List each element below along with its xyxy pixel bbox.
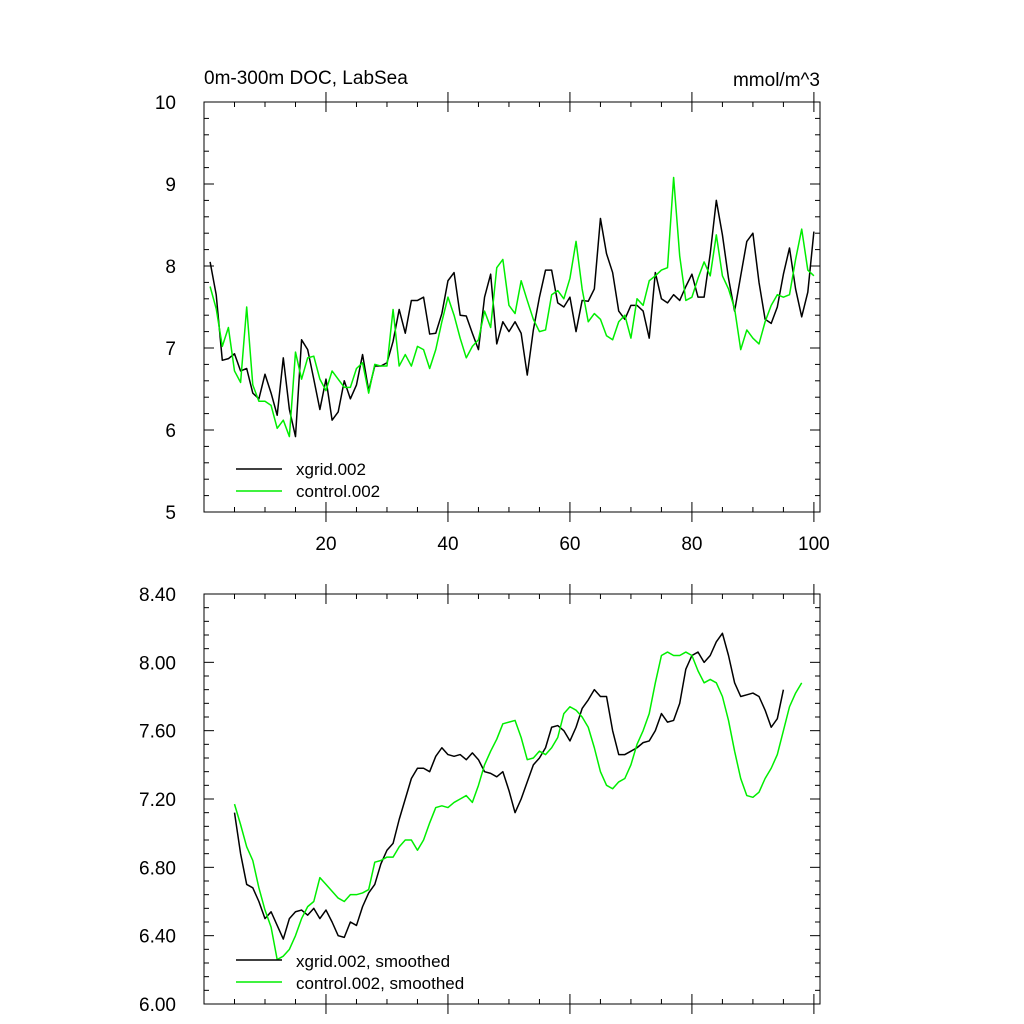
bottom-legend: xgrid.002, smoothed control.002, smoothe… <box>236 952 464 993</box>
bottom-series-layer <box>233 632 803 961</box>
top-y-tick-label: 6 <box>165 421 176 442</box>
top-y-tick-label: 7 <box>165 339 176 360</box>
top-legend-label-xgrid: xgrid.002 <box>296 460 366 479</box>
top-series-line-xgrid <box>209 199 815 438</box>
bottom-panel: 6.00 6.40 6.80 7.20 7.60 8.00 8.40 xgrid.002, … <box>139 584 821 1016</box>
bottom-y-tick-label: 6.00 <box>139 995 176 1016</box>
top-y-tick-label: 10 <box>155 93 176 114</box>
bottom-y-tick-label: 7.60 <box>139 722 176 743</box>
top-y-tick-label: 9 <box>165 175 176 196</box>
top-series-layer <box>209 176 815 438</box>
bottom-plot-frame <box>203 593 821 1005</box>
top-x-tick-label: 60 <box>559 534 580 555</box>
top-x-tick-label: 40 <box>437 534 458 555</box>
bottom-y-tick-label: 8.40 <box>139 585 176 606</box>
top-axis-ticks: 20 40 60 80 100 5 6 7 8 9 10 <box>155 92 830 555</box>
bottom-series-line-control <box>233 651 803 961</box>
top-panel: 0m-300m DOC, LabSea mmol/m^3 20 40 60 80 100… <box>155 68 830 555</box>
top-plot-frame <box>203 101 821 513</box>
top-legend-label-control: control.002 <box>296 482 380 501</box>
top-y-tick-label: 8 <box>165 257 176 278</box>
bottom-y-tick-label: 6.80 <box>139 858 176 879</box>
top-chart-units: mmol/m^3 <box>733 70 820 91</box>
top-legend: xgrid.002 control.002 <box>236 460 380 501</box>
bottom-y-tick-label: 7.20 <box>139 790 176 811</box>
bottom-y-tick-label: 6.40 <box>139 927 176 948</box>
top-x-tick-label: 20 <box>315 534 336 555</box>
bottom-legend-label-control: control.002, smoothed <box>296 974 464 993</box>
top-y-tick-label: 5 <box>165 503 176 524</box>
bottom-legend-label-xgrid: xgrid.002, smoothed <box>296 952 450 971</box>
bottom-y-tick-label: 8.00 <box>139 653 176 674</box>
bottom-axis-ticks: 6.00 6.40 6.80 7.20 7.60 8.00 8.40 <box>139 584 820 1016</box>
top-chart-title: 0m-300m DOC, LabSea <box>204 68 408 89</box>
top-x-tick-label: 80 <box>681 534 702 555</box>
top-series-line-control <box>209 176 815 438</box>
top-x-tick-label: 100 <box>798 534 830 555</box>
